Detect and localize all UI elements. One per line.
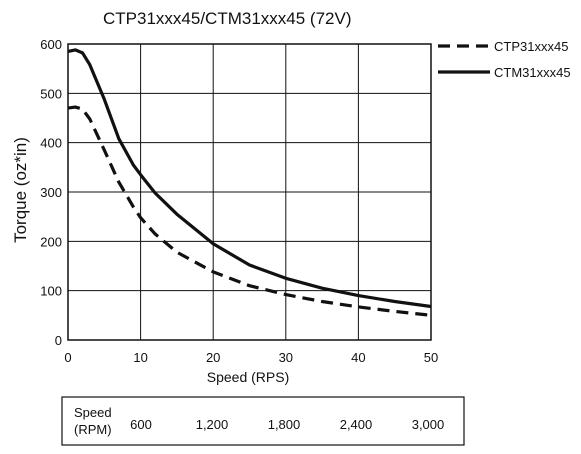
rpm-value: 1,200 [196,417,229,432]
rpm-header-line1: Speed [74,405,112,420]
rpm-values: 600 1,200 1,800 2,400 3,000 [130,417,444,432]
rpm-table: Speed (RPM) 600 1,200 1,800 2,400 3,000 [61,396,465,446]
y-tick-label: 500 [40,86,62,101]
y-tick-label: 100 [40,284,62,299]
plot-frame [67,43,432,341]
rpm-value: 1,800 [268,417,301,432]
rpm-header: Speed (RPM) [74,405,115,437]
y-tick-label: 400 [40,136,62,151]
legend: CTP31xxx45 CTM31xxx45 [438,39,571,80]
legend-label-ctm31xxx45: CTM31xxx45 [494,65,571,80]
y-tick-label: 200 [40,234,62,249]
x-tick-label: 20 [206,350,220,365]
x-axis-ticks: 0 10 20 30 40 50 [64,350,438,365]
y-tick-label: 0 [55,333,62,348]
rpm-value: 3,000 [412,417,445,432]
rpm-table-frame [61,396,465,446]
rpm-value: 600 [130,417,152,432]
y-tick-label: 300 [40,185,62,200]
x-tick-label: 30 [279,350,293,365]
x-tick-label: 50 [424,350,438,365]
chart-title: CTP31xxx45/CTM31xxx45 (72V) [103,9,351,28]
y-tick-label: 600 [40,37,62,52]
rpm-value: 2,400 [340,417,373,432]
y-axis-ticks: 0 100 200 300 400 500 600 [40,37,62,348]
x-tick-label: 0 [64,350,71,365]
grid [67,43,432,341]
series-group [67,48,432,317]
legend-label-ctp31xxx45: CTP31xxx45 [494,39,568,54]
series-line-ctm31xxx45 [67,48,432,309]
rpm-header-line2: (RPM) [74,422,112,437]
x-axis-label: Speed (RPS) [207,369,289,385]
series-line-ctp31xxx45 [67,105,432,317]
y-axis-label: Torque (oz*in) [11,137,30,243]
x-tick-label: 10 [133,350,147,365]
x-tick-label: 40 [351,350,365,365]
